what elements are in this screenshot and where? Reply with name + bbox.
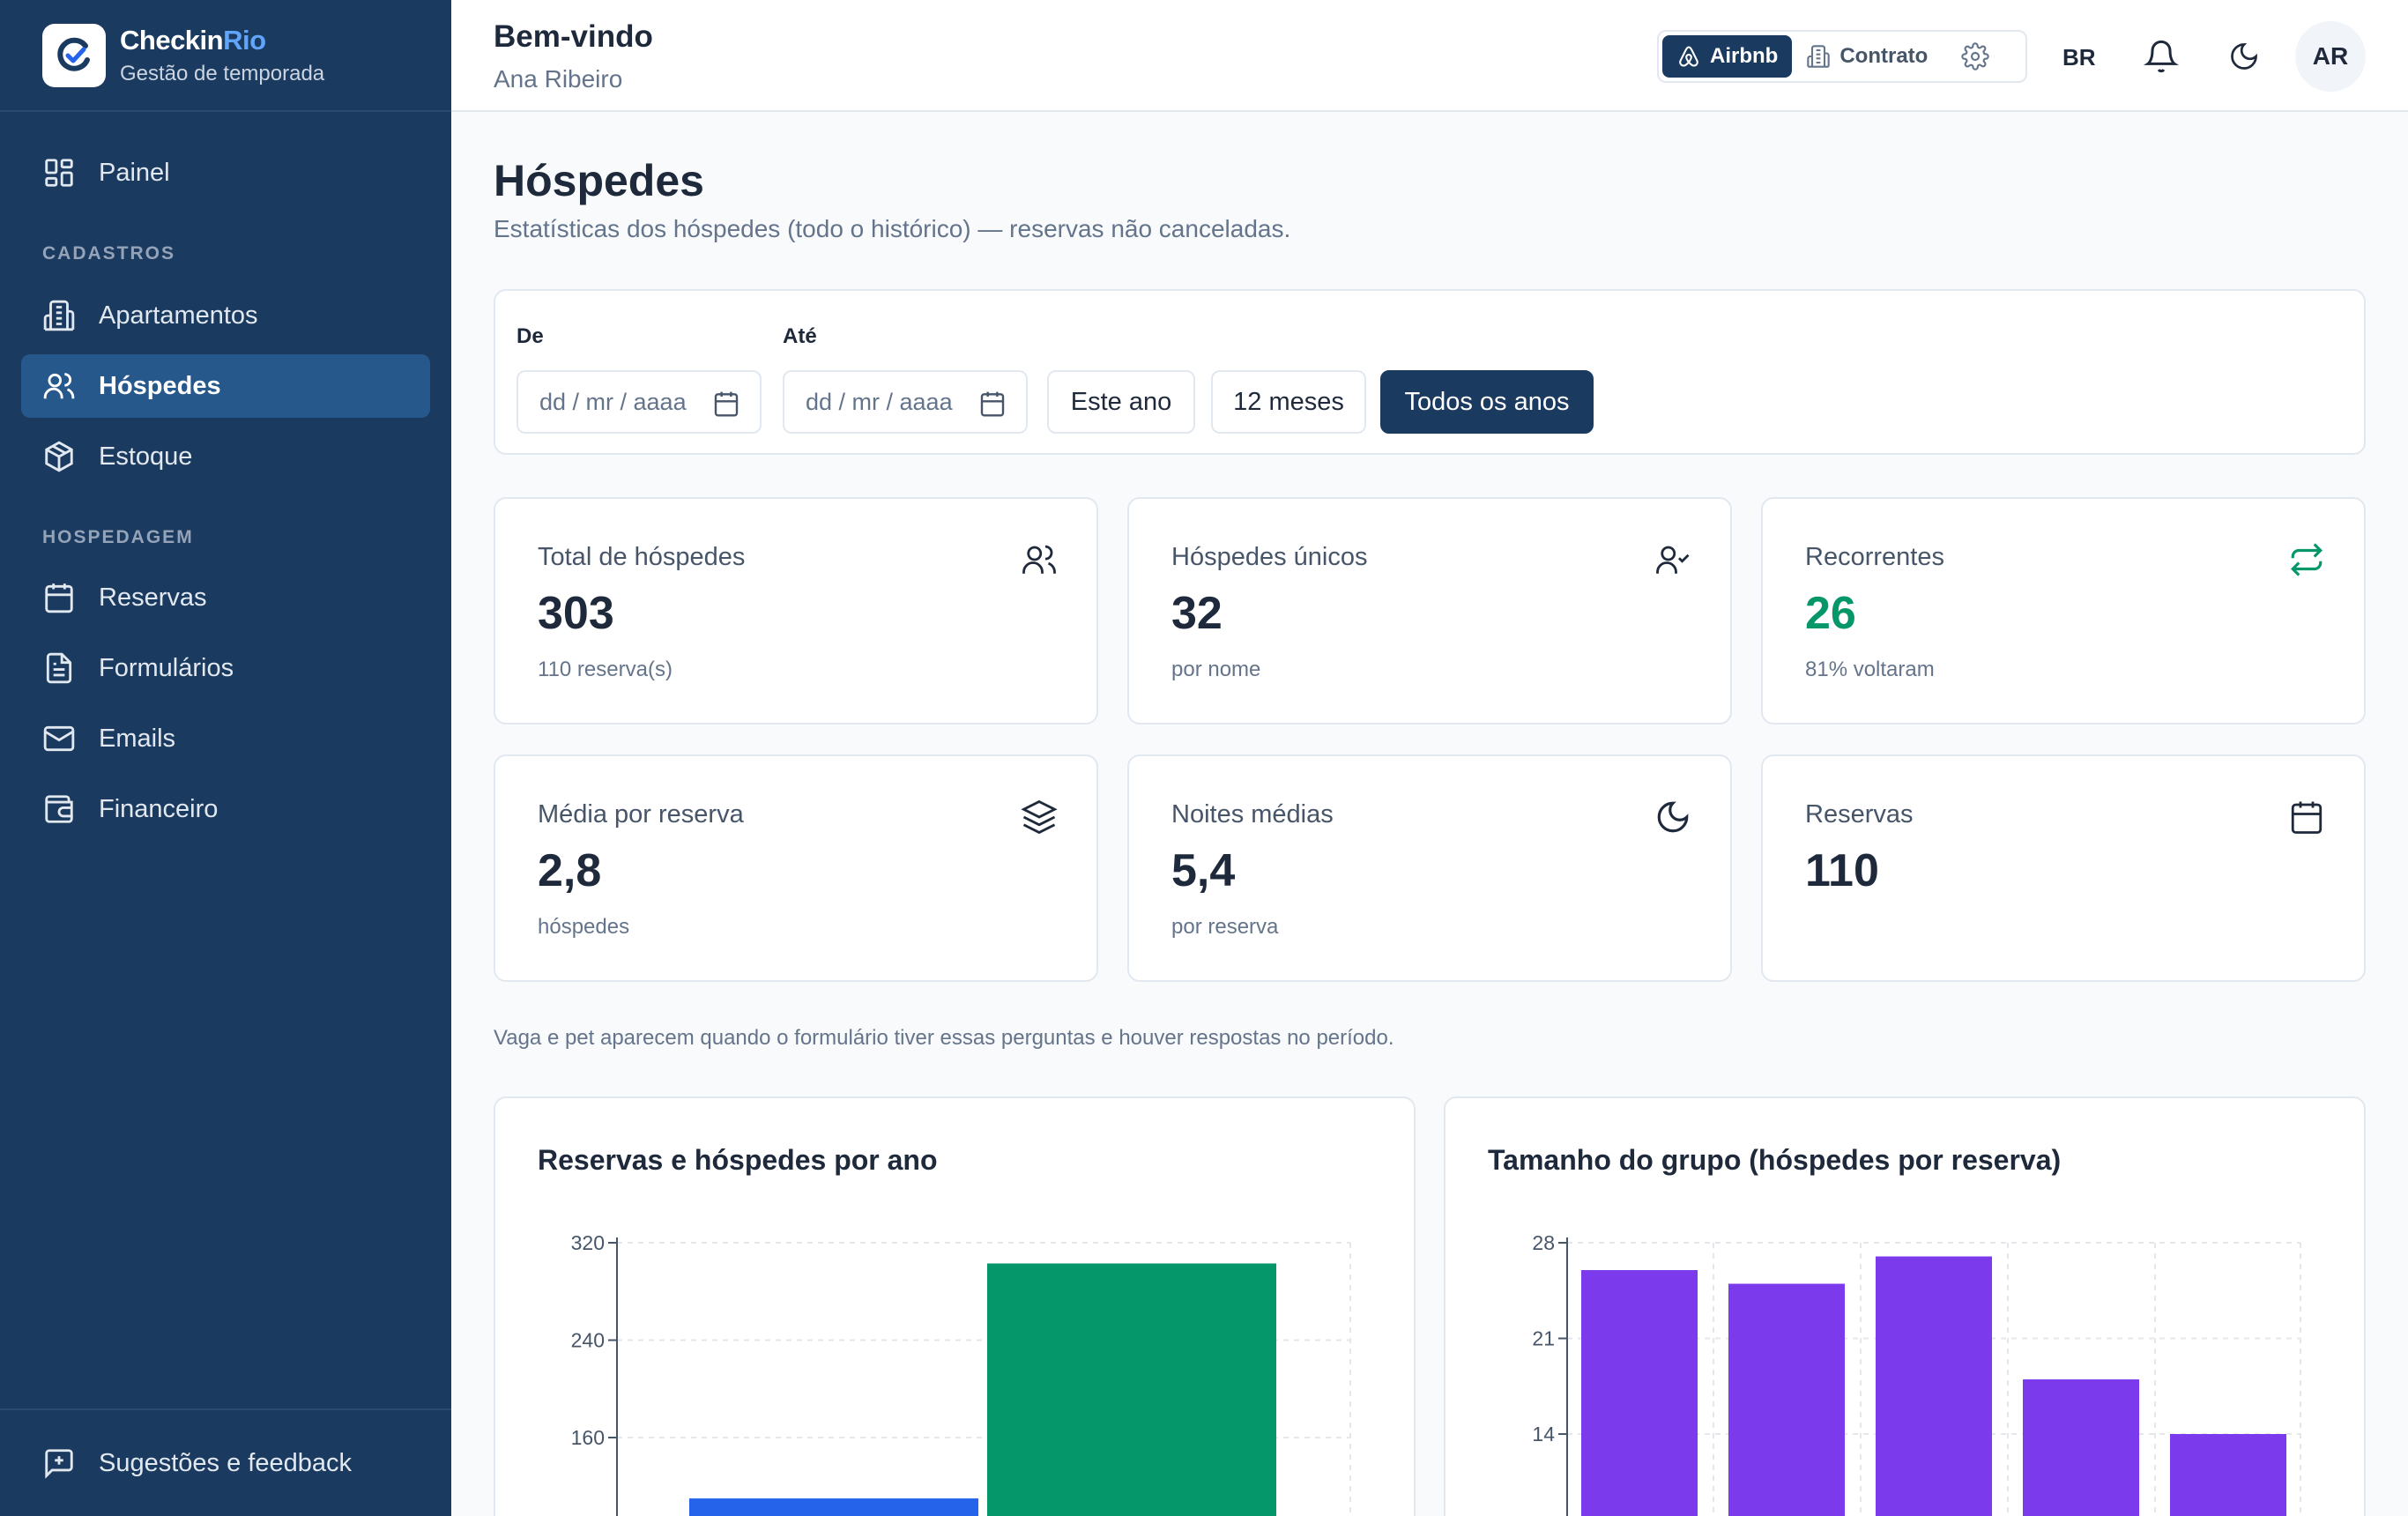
sidebar-item-emails[interactable]: Emails [21, 707, 430, 770]
sidebar-item-financeiro[interactable]: Financeiro [21, 777, 430, 841]
calendar-days-icon [2291, 801, 2323, 834]
mode-contrato-button[interactable]: Contrato [1792, 35, 1942, 78]
bookings-by-year-chart: 32024016080 [571, 1231, 1351, 1516]
sidebar-item-apartamentos[interactable]: Apartamentos [21, 284, 430, 347]
avatar[interactable]: AR [2295, 21, 2366, 92]
chart-card-group-size: Tamanho do grupo (hóspedes por reserva) … [1444, 1096, 2366, 1516]
sidebar-item-estoque[interactable]: Estoque [21, 425, 430, 488]
chart-card-bookings-by-year: Reservas e hóspedes por ano 32024016080 [494, 1096, 1416, 1516]
stat-card-bookings: Reservas 110 [1761, 754, 2366, 982]
stat-card-recurrent: Recorrentes 26 81% voltaram [1761, 497, 2366, 725]
page-subtitle: Estatísticas dos hóspedes (todo o histór… [494, 215, 1291, 242]
sidebar-item-formularios[interactable]: Formulários [21, 636, 430, 700]
mode-airbnb-button[interactable]: Airbnb [1662, 35, 1793, 78]
sidebar-item-label: Reservas [99, 583, 207, 612]
from-label: De [517, 324, 544, 348]
mail-icon [43, 725, 75, 752]
stat-card-avg-per-booking: Média por reserva 2,8 hóspedes [494, 754, 1098, 982]
feedback-label: Sugestões e feedback [99, 1448, 352, 1477]
calendar-icon [45, 583, 73, 613]
bar [1876, 1256, 1992, 1516]
wallet-icon [45, 795, 73, 823]
sidebar-item-reservas[interactable]: Reservas [21, 566, 430, 629]
brand-subtitle: Gestão de temporada [120, 61, 325, 85]
y-tick-label: 160 [571, 1426, 605, 1449]
sidebar-item-label: Apartamentos [99, 301, 258, 330]
user-name: Ana Ribeiro [494, 65, 623, 93]
building-icon [43, 300, 75, 331]
twelve-months-button[interactable]: 12 meses [1211, 370, 1366, 434]
feedback-button[interactable]: Sugestões e feedback [21, 1431, 430, 1495]
layers-icon [1021, 799, 1058, 835]
all-years-button[interactable]: Todos os anos [1380, 370, 1594, 434]
bar [1728, 1283, 1845, 1516]
sidebar-footer: Sugestões e feedback [0, 1408, 451, 1516]
y-tick-label: 240 [571, 1329, 605, 1352]
bar [689, 1498, 978, 1516]
sidebar-item-label: Formulários [99, 653, 234, 682]
filter-card: De dd / mr / aaaa Até dd / mr / aaaa Est… [494, 289, 2366, 455]
brand[interactable]: CheckinRio Gestão de temporada [0, 0, 451, 112]
to-label: Até [783, 324, 817, 348]
mode-switch: Airbnb Contrato [1657, 30, 2027, 83]
calendar-icon[interactable] [978, 390, 1007, 418]
stat-card-total: Total de hóspedes 303 110 reserva(s) [494, 497, 1098, 725]
nav-section-cadastros: CADASTROS [42, 243, 176, 264]
users-icon [1022, 545, 1056, 574]
topbar: Bem-vindo Ana Ribeiro Airbnb Contrato BR… [451, 0, 2408, 112]
users-icon [43, 373, 75, 399]
from-date-input[interactable]: dd / mr / aaaa [517, 370, 762, 434]
brand-logo-icon [42, 23, 106, 87]
to-date-input[interactable]: dd / mr / aaaa [783, 370, 1028, 434]
sidebar-item-label: Estoque [99, 442, 193, 471]
sidebar-item-label: Hóspedes [99, 371, 221, 400]
building-icon [1807, 45, 1831, 68]
nav-section-hospedagem: HOSPEDAGEM [42, 527, 194, 547]
bar [2170, 1434, 2286, 1516]
gear-icon[interactable] [1961, 42, 1989, 71]
package-icon [45, 441, 73, 472]
sidebar: CheckinRio Gestão de temporada Painel CA… [0, 0, 451, 1516]
group-size-chart: 28 21 14 [1532, 1231, 2301, 1516]
sidebar-item-label: Emails [99, 724, 176, 753]
message-plus-icon [45, 1449, 73, 1479]
file-text-icon [46, 652, 72, 684]
sidebar-item-label: Financeiro [99, 794, 219, 823]
repeat-icon [2291, 543, 2323, 576]
bar [1581, 1270, 1698, 1516]
sidebar-item-painel[interactable]: Painel [21, 141, 430, 204]
y-tick-label: 21 [1532, 1327, 1555, 1350]
welcome-title: Bem-vindo [494, 19, 653, 54]
hint-text: Vaga e pet aparecem quando o formulário … [494, 1026, 1394, 1050]
chart-title: Tamanho do grupo (hóspedes por reserva) [1488, 1144, 2062, 1176]
stat-card-unique: Hóspedes únicos 32 por nome [1127, 497, 1732, 725]
moon-icon [1657, 801, 1689, 833]
stat-card-avg-nights: Noites médias 5,4 por reserva [1127, 754, 1732, 982]
chart-title: Reservas e hóspedes por ano [538, 1144, 938, 1176]
language-button[interactable]: BR [2062, 44, 2096, 71]
dashboard-icon [45, 159, 73, 187]
brand-name: CheckinRio [120, 24, 266, 56]
airbnb-icon [1679, 46, 1698, 67]
moon-icon[interactable] [2228, 41, 2260, 72]
user-check-icon [1656, 546, 1690, 574]
this-year-button[interactable]: Este ano [1047, 370, 1195, 434]
calendar-icon[interactable] [712, 390, 740, 418]
y-tick-label: 14 [1532, 1423, 1555, 1445]
sidebar-item-hospedes[interactable]: Hóspedes [21, 354, 430, 418]
bell-icon[interactable] [2144, 39, 2179, 74]
bar [2023, 1379, 2139, 1516]
y-tick-label: 320 [571, 1231, 605, 1254]
y-tick-label: 28 [1532, 1231, 1555, 1254]
sidebar-item-label: Painel [99, 158, 170, 187]
page-title: Hóspedes [494, 156, 704, 205]
bar [987, 1263, 1276, 1516]
